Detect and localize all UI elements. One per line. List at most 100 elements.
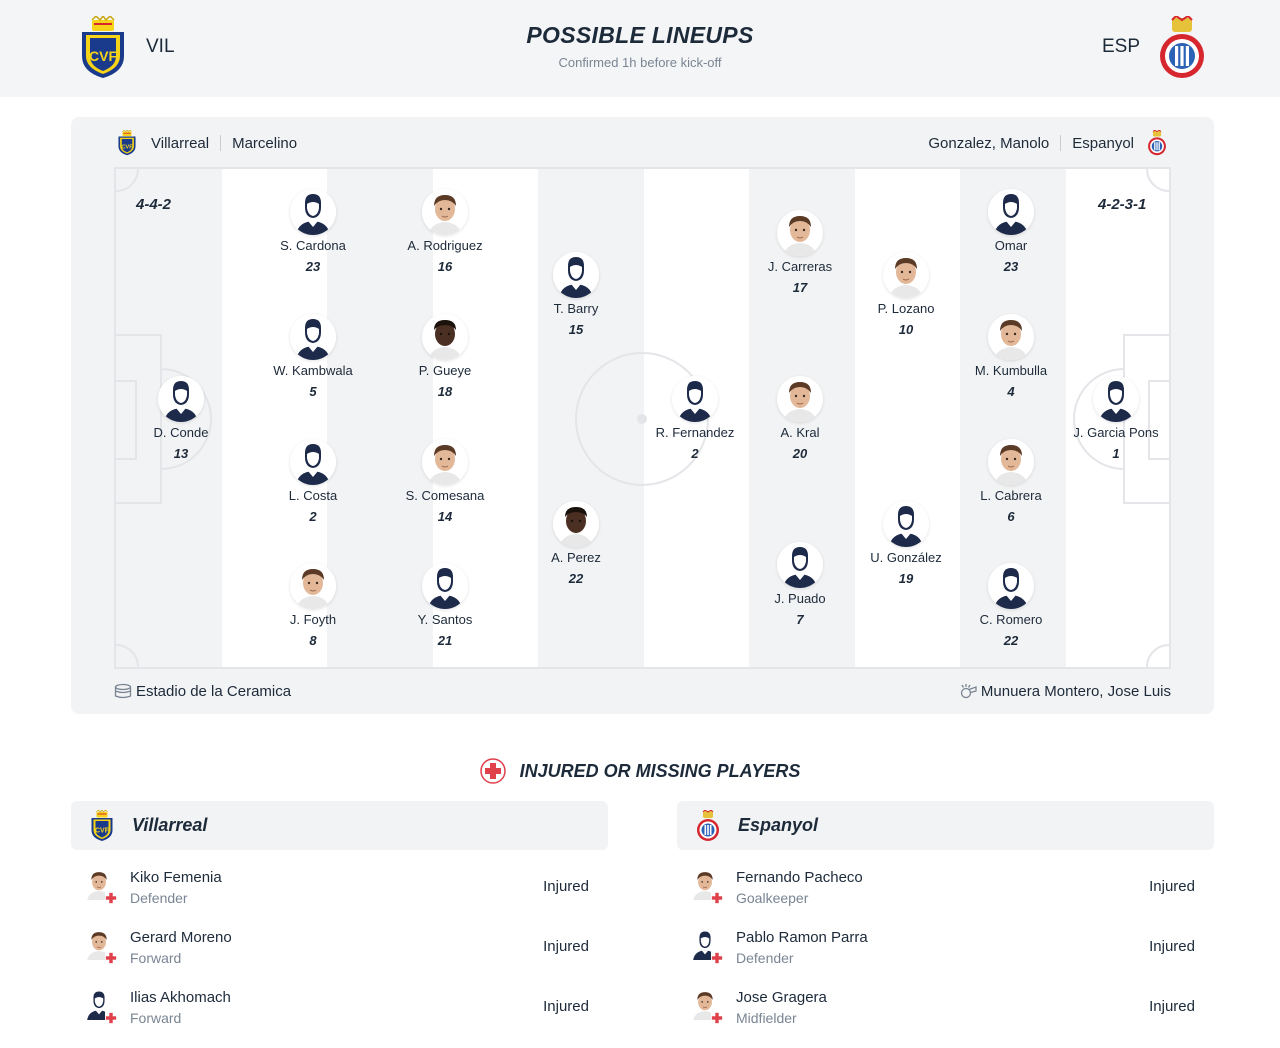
player-number: 4 [1007,384,1015,399]
home-coach[interactable]: Marcelino [232,134,298,152]
away-injured-team-name[interactable]: Espanyol [738,815,819,835]
home-injured-header: Villarreal [71,801,608,850]
medical-cross-icon [479,758,506,784]
player-name: Omar [994,238,1028,253]
player-number: 23 [1003,259,1019,274]
lineup-player[interactable]: J. Foyth 8 [243,563,383,648]
player-avatar [83,926,119,966]
away-team-name[interactable]: Espanyol [1072,134,1134,152]
player-avatar [290,314,336,360]
injury-status: Injured [1149,878,1195,895]
lineup-player[interactable]: T. Barry 15 [506,252,646,337]
injured-player-row[interactable]: Gerard Moreno Forward Injured [71,910,608,970]
player-avatar [672,376,718,422]
away-team-info: Gonzalez, Manolo Espanyol [928,133,1168,153]
referee-name: Munuera Montero, Jose Luis [980,682,1171,700]
player-avatar [83,986,119,1026]
player-number: 19 [898,571,914,586]
home-team-name[interactable]: Villarreal [151,134,210,152]
lineup-player[interactable]: P. Lozano 10 [836,252,976,337]
lineup-player[interactable]: W. Kambwala 5 [243,314,383,399]
player-name: P. Lozano [877,301,935,316]
lineup-player[interactable]: M. Kumbulla 4 [941,314,1081,399]
player-avatar [988,563,1034,609]
home-team-code[interactable]: VIL [146,36,175,57]
lineup-player[interactable]: Omar 23 [941,189,1081,274]
player-number: 15 [568,322,584,337]
injured-player-position: Forward [130,1010,182,1026]
espanyol-crest-icon [1146,130,1168,156]
player-avatar [883,501,929,547]
venue-info: Estadio de la Ceramica [114,682,291,700]
lineup-player[interactable]: J. Puado 7 [730,542,870,627]
player-number: 1 [1112,446,1120,461]
lineup-player[interactable]: S. Cardona 23 [243,189,383,274]
player-number: 21 [437,633,453,648]
player-avatar [290,563,336,609]
referee-info: Munuera Montero, Jose Luis [959,682,1171,700]
player-avatar [422,314,468,360]
lineup-player[interactable]: P. Gueye 18 [375,314,515,399]
player-name: A. Perez [551,550,601,565]
player-avatar [83,866,119,906]
home-team-info: Villarreal Marcelino [116,133,297,153]
injured-player-row[interactable]: Ilias Akhomach Forward Injured [71,970,608,1030]
lineup-player[interactable]: J. Garcia Pons 1 [1046,376,1186,461]
divider [220,135,222,151]
lineup-player[interactable]: U. González 19 [836,501,976,586]
player-name: C. Romero [979,612,1043,627]
lineup-player[interactable]: Y. Santos 21 [375,563,515,648]
injury-status: Injured [1149,998,1195,1015]
player-name: J. Carreras [767,259,833,274]
injured-player-row[interactable]: Jose Gragera Midfielder Injured [677,970,1214,1030]
injured-player-row[interactable]: Pablo Ramon Parra Defender Injured [677,910,1214,970]
lineup-player[interactable]: A. Kral 20 [730,376,870,461]
injured-player-name: Kiko Femenia [130,869,222,886]
player-number: 13 [173,446,189,461]
pitch-stripe [327,169,433,667]
player-name: L. Costa [288,488,338,503]
lineup-player[interactable]: L. Cabrera 6 [941,439,1081,524]
lineup-player[interactable]: A. Perez 22 [506,501,646,586]
lineup-player[interactable]: J. Carreras 17 [730,210,870,295]
player-name: W. Kambwala [273,363,353,378]
player-name: P. Gueye [418,363,472,378]
player-avatar [988,314,1034,360]
player-avatar [553,501,599,547]
football-pitch [114,167,1171,669]
injured-player-name: Pablo Ramon Parra [736,929,868,946]
lineup-player[interactable]: A. Rodriguez 16 [375,189,515,274]
injured-player-name: Jose Gragera [736,989,827,1006]
player-name: J. Foyth [289,612,337,627]
player-number: 14 [437,509,453,524]
player-number: 2 [309,509,317,524]
injured-player-name: Gerard Moreno [130,929,232,946]
lineup-player[interactable]: L. Costa 2 [243,439,383,524]
player-number: 10 [898,322,914,337]
away-team-code[interactable]: ESP [1102,36,1141,57]
player-avatar [422,563,468,609]
player-number: 6 [1007,509,1015,524]
player-number: 20 [792,446,808,461]
player-number: 8 [309,633,317,648]
player-avatar [777,376,823,422]
espanyol-crest-icon [695,810,721,842]
player-name: S. Cardona [280,238,346,253]
player-avatar [689,926,725,966]
player-number: 22 [1003,633,1019,648]
lineup-player[interactable]: C. Romero 22 [941,563,1081,648]
espanyol-crest-icon[interactable] [1158,16,1206,80]
home-formation: 4-4-2 [136,196,172,213]
injured-player-row[interactable]: Kiko Femenia Defender Injured [71,850,608,910]
player-number: 17 [792,280,808,295]
player-name: D. Conde [153,425,209,440]
player-name: R. Fernandez [655,425,735,440]
player-avatar [1093,376,1139,422]
away-coach[interactable]: Gonzalez, Manolo [928,134,1050,152]
player-name: J. Garcia Pons [1073,425,1159,440]
lineup-player[interactable]: D. Conde 13 [111,376,251,461]
lineup-player[interactable]: R. Fernandez 2 [625,376,765,461]
home-injured-team-name[interactable]: Villarreal [132,815,208,835]
injured-player-row[interactable]: Fernando Pacheco Goalkeeper Injured [677,850,1214,910]
lineup-player[interactable]: S. Comesana 14 [375,439,515,524]
